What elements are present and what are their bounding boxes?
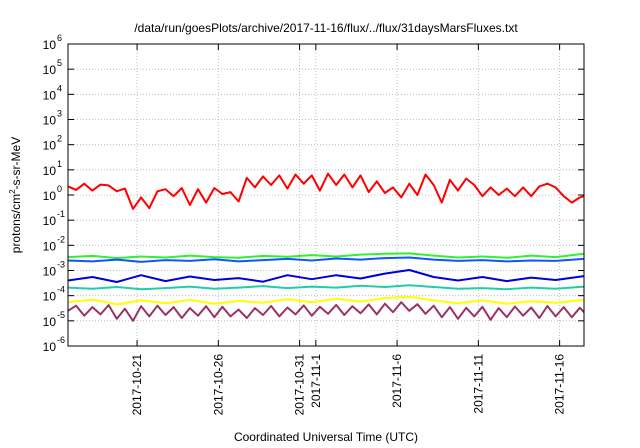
y-tick-label: 10 [43, 315, 57, 329]
x-tick-label: 2017-10-31 [293, 354, 307, 416]
y-tick-exponent: 6 [57, 33, 62, 43]
y-tick-label: 10 [43, 290, 57, 304]
y-tick-exponent: -2 [57, 234, 65, 244]
series-line-6 [67, 295, 585, 306]
x-axis-label: Coordinated Universal Time (UTC) [234, 430, 418, 444]
x-tick-label: 2017-10-26 [211, 354, 225, 416]
y-tick-base: 10 [43, 214, 57, 228]
y-axis-label-main: protons/cm [9, 194, 23, 253]
y-tick-exponent: 1 [57, 159, 62, 169]
y-tick-base: 10 [43, 340, 57, 354]
y-axis-label-sup: 2 [8, 189, 17, 194]
x-tick-label: 2017-10-21 [130, 354, 144, 416]
y-tick-base: 10 [43, 139, 57, 153]
series-line-2 [67, 252, 585, 260]
y-tick-label: 10 [43, 139, 57, 153]
y-tick-label: 10 [43, 340, 57, 354]
axis-ticks: 10 -610 -510 -410 -310 -210 -110 010 110 210 310 41… [43, 33, 584, 415]
y-axis-label-rest: -s-sr-MeV [9, 137, 23, 190]
y-tick-label: 10 [43, 114, 57, 128]
y-tick-base: 10 [43, 88, 57, 102]
y-tick-base: 10 [43, 315, 57, 329]
series-line-3 [67, 256, 585, 263]
series-layer [67, 172, 585, 322]
y-tick-label: 10 [43, 265, 57, 279]
x-tick-label: 2017-11-6 [390, 354, 404, 408]
y-tick-base: 10 [43, 290, 57, 304]
y-tick-exponent: 3 [57, 109, 62, 119]
y-tick-exponent: -4 [57, 285, 65, 295]
y-axis-label: protons/cm2-s-sr-MeV [8, 137, 23, 253]
y-tick-label: 10 [43, 214, 57, 228]
y-tick-label: 10 [43, 88, 57, 102]
grid-lines [68, 44, 584, 346]
x-tick-label: 2017-11-16 [553, 354, 567, 415]
y-tick-base: 10 [43, 114, 57, 128]
y-tick-base: 10 [43, 239, 57, 253]
y-tick-label: 10 [43, 164, 57, 178]
x-tick-label: 2017-11-1 [309, 354, 323, 408]
series-line-1 [67, 172, 585, 210]
y-tick-exponent: 0 [57, 184, 62, 194]
y-tick-exponent: 5 [57, 58, 62, 68]
y-tick-base: 10 [43, 164, 57, 178]
y-tick-label: 10 [43, 38, 57, 52]
y-tick-label: 10 [43, 63, 57, 77]
y-tick-base: 10 [43, 265, 57, 279]
series-line-7 [67, 301, 585, 322]
x-tick-label: 2017-11-11 [471, 354, 485, 414]
chart-title: /data/run/goesPlots/archive/2017-11-16/f… [134, 21, 518, 35]
series-line-4 [67, 269, 585, 283]
y-tick-exponent: -5 [57, 310, 65, 320]
y-tick-base: 10 [43, 63, 57, 77]
y-tick-label: 10 [43, 239, 57, 253]
y-tick-label: 10 [43, 189, 57, 203]
y-tick-exponent: -1 [57, 209, 65, 219]
series-line-5 [67, 284, 585, 291]
y-tick-base: 10 [43, 38, 57, 52]
y-tick-exponent: -3 [57, 260, 65, 270]
y-tick-base: 10 [43, 189, 57, 203]
y-tick-exponent: -6 [57, 335, 65, 345]
y-tick-exponent: 4 [57, 83, 62, 93]
y-tick-exponent: 2 [57, 134, 62, 144]
